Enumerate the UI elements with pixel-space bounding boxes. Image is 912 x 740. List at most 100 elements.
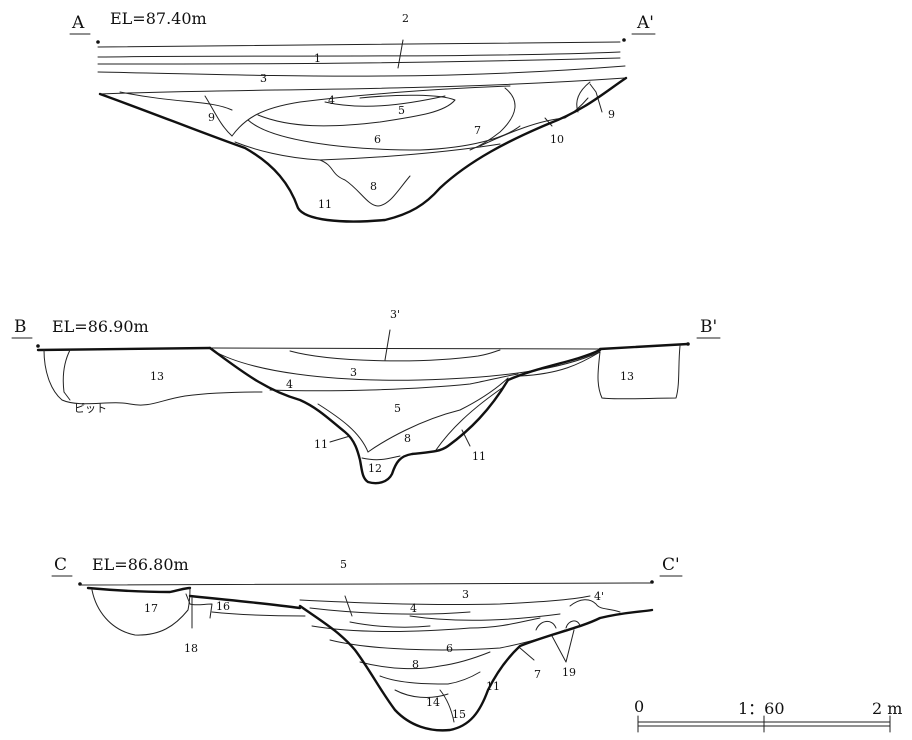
section-c-pit-outline (298, 604, 654, 732)
section-c-layer-boundary (379, 671, 481, 685)
section-c-end-label: C' (662, 555, 680, 575)
section-a-layer-label: 5 (398, 104, 405, 117)
section-a-layer-boundary (97, 65, 626, 77)
section-c-layer-label: 15 (452, 708, 466, 721)
section-c-layer-label: 7 (534, 668, 541, 681)
section-a-layer-boundary (231, 85, 511, 137)
section-a-layer-boundary (469, 87, 516, 151)
section-a-end-point (622, 38, 626, 42)
section-a: A EL=87.40m A' 1 2 3 4 5 (69, 9, 656, 223)
section-c-layer-label: 11 (486, 680, 500, 693)
section-b-start-point (36, 344, 40, 348)
section-c-layer-label: 3 (462, 588, 469, 601)
section-a-layer-label: 7 (474, 124, 481, 137)
section-b-ground-surface (36, 342, 690, 352)
section-c-layer-label: 17 (144, 602, 158, 615)
section-a-leader (397, 39, 404, 69)
section-a-layer-label: 4 (328, 94, 335, 107)
section-c-layer-label: 18 (184, 642, 198, 655)
section-a-layer-label: 8 (370, 180, 377, 193)
section-b-layer-label: 4 (286, 378, 293, 391)
section-b-layer-boundary (211, 349, 601, 381)
section-c-layer-16-bottom (211, 611, 306, 617)
section-c-layer-label: 6 (446, 642, 453, 655)
section-a-layer-boundary (97, 51, 621, 58)
section-c-layer-label: 4 (410, 602, 417, 615)
section-c-layer-boundary (359, 651, 491, 670)
section-b-layer-label: 3' (390, 308, 400, 321)
section-a-pit-outline (98, 76, 628, 223)
scale-bar-zero-label: 0 (634, 697, 644, 716)
section-b-pit-label: ピット (74, 402, 107, 415)
section-b-elevation: EL=86.90m (52, 317, 149, 336)
section-a-leader (544, 117, 553, 127)
section-c-layer-boundary (299, 595, 591, 606)
section-c-feature-19 (535, 621, 557, 631)
section-c-layer-label: 5 (340, 558, 347, 571)
section-a-elevation: EL=87.40m (110, 9, 207, 28)
section-a-layer-label: 3 (260, 72, 267, 85)
scale-bar: 0 1：60 2 m (634, 697, 902, 733)
section-b-layer-label: 13 (150, 370, 164, 383)
section-c: C EL=86.80m C' (51, 555, 683, 732)
section-c-layer-boundary (311, 617, 541, 632)
section-b-layer-boundary (361, 455, 401, 461)
section-a-layer-boundary (576, 81, 591, 113)
section-a-layer-label: 9 (608, 108, 615, 121)
section-a-layer-label: 6 (374, 133, 381, 146)
scale-bar-ratio-label: 1：60 (738, 699, 785, 718)
section-a-layer-label: 10 (550, 133, 564, 146)
section-a-layer-boundary (319, 143, 501, 161)
section-b-layer-boundary (519, 351, 601, 377)
section-c-layer-boundary (309, 607, 471, 615)
section-b-feature-13-left (43, 349, 263, 406)
section-c-layer-label: 14 (426, 696, 440, 709)
section-b-start-label: B (14, 317, 27, 337)
section-c-layer-boundary (409, 613, 561, 621)
section-c-layer-label: 4' (594, 590, 604, 603)
section-a-leader (589, 83, 603, 113)
section-b-datum-line (209, 347, 601, 350)
section-c-surface (86, 586, 192, 594)
section-a-layer-boundary (204, 95, 233, 137)
section-b: B EL=86.90m B' 3' 3 4 5 8 (11, 308, 721, 485)
section-b-layer-boundary (269, 373, 519, 392)
section-b-leader (329, 435, 351, 443)
section-b-layer-label: 5 (394, 402, 401, 415)
section-b-pit-outline (62, 349, 71, 393)
section-c-layer-boundary (569, 599, 621, 613)
section-b-layer-label: 11 (314, 438, 328, 451)
section-a-layer-label: 1 (314, 52, 321, 65)
section-b-leader (384, 329, 391, 361)
section-c-layer-boundary (394, 689, 449, 698)
section-b-layer-label: 11 (472, 450, 486, 463)
section-a-start-point (96, 40, 100, 44)
section-c-leader (344, 595, 353, 617)
section-b-layer-label: 12 (368, 462, 382, 475)
section-c-layer-boundary (439, 689, 455, 723)
section-a-start-label: A (71, 13, 85, 33)
section-a-layer-boundary (479, 97, 589, 147)
section-c-leader (551, 629, 575, 663)
section-a-layer-boundary (119, 91, 233, 111)
section-b-pit-outline (208, 346, 602, 485)
section-b-layer-boundary (435, 385, 506, 451)
section-b-layer-boundary (367, 377, 509, 453)
section-a-layer-boundary (324, 95, 446, 107)
section-a-layer-boundary (247, 119, 521, 151)
section-c-elevation: EL=86.80m (92, 555, 189, 574)
section-a-layer-boundary (257, 94, 456, 127)
scale-bar-end-label: 2 m (872, 699, 902, 718)
section-b-end-label: B' (700, 317, 717, 337)
section-b-feature-13-right (597, 345, 681, 400)
section-a-layer-boundary (234, 141, 411, 207)
section-c-start-label: C (54, 555, 67, 575)
section-c-datum-line (79, 582, 653, 586)
section-c-layer-label: 8 (412, 658, 419, 671)
section-b-layer-boundary (289, 349, 501, 362)
section-c-layer-label: 19 (562, 666, 576, 679)
section-a-layer-label: 9 (208, 111, 215, 124)
section-b-layer-label: 13 (620, 370, 634, 383)
section-c-feature-19 (565, 620, 581, 629)
